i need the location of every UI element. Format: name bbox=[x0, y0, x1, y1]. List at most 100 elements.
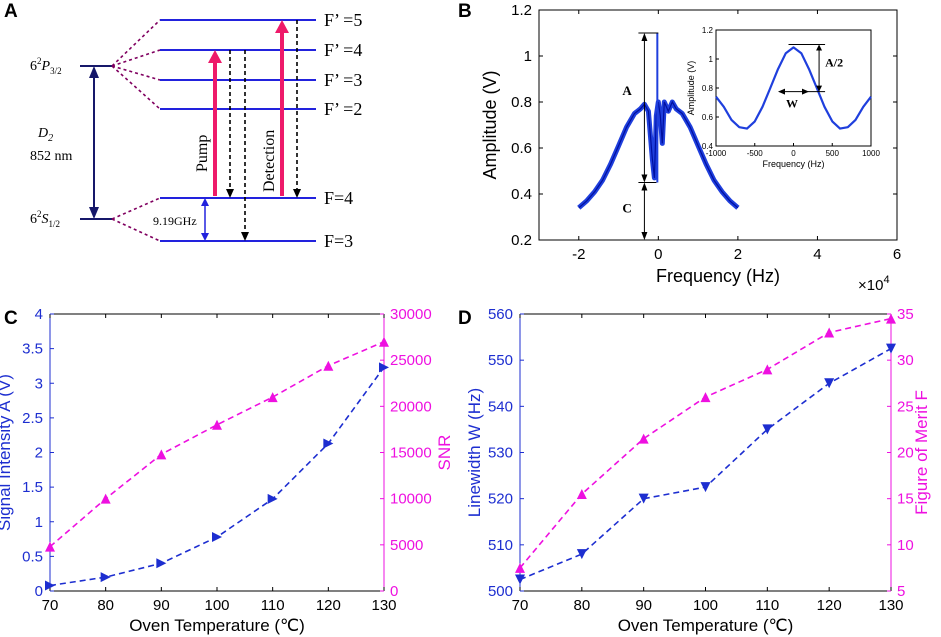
panel-b-multiplier: ×104 bbox=[858, 274, 890, 294]
inset-xlabel: Frequency (Hz) bbox=[762, 159, 824, 169]
lower-state-label: 62S1/2 bbox=[30, 209, 60, 229]
decay-lines bbox=[229, 20, 298, 233]
panel-c-ytick-right-label: 30000 bbox=[390, 306, 432, 323]
inset-ytick-label: 0.4 bbox=[702, 142, 714, 151]
panel-c-marker-1 bbox=[267, 392, 278, 403]
inset-w-arrow-head-right bbox=[802, 88, 809, 95]
panel-c-xtick-label: 100 bbox=[204, 597, 229, 614]
panel-c-marker-1 bbox=[323, 360, 334, 371]
panel-c-ytick-right-label: 10000 bbox=[390, 491, 432, 508]
panel-d-ytick-right-label: 20 bbox=[897, 445, 914, 462]
panel-d-marker-0 bbox=[576, 549, 587, 560]
panel-d-marker-0 bbox=[638, 493, 649, 504]
panel-d-marker-1 bbox=[576, 489, 587, 500]
panel-d-xtick-label: 120 bbox=[817, 597, 842, 614]
panel-d-xtick-label: 110 bbox=[755, 597, 779, 614]
panel-b-label-a: A bbox=[622, 83, 632, 98]
inset-ytick-label: 1 bbox=[709, 55, 714, 64]
d2-wavelength: 852 nm bbox=[30, 149, 73, 164]
panel-d-marker-0 bbox=[700, 482, 711, 493]
label-f5: F’ =5 bbox=[324, 10, 362, 30]
panel-c-marker-0 bbox=[212, 531, 222, 542]
pump-arrow-head bbox=[208, 50, 222, 63]
panel-d-xtick-label: 90 bbox=[635, 597, 652, 614]
inset-xtick-label: -500 bbox=[747, 149, 764, 158]
panel-c-xlabel: Oven Temperature (℃) bbox=[129, 616, 305, 635]
panel-d-marker-1 bbox=[638, 433, 649, 444]
energy-level-diagram: 62P3/2 62S1/2 D2 852 nm F’ =5 F’ =4 F’ =… bbox=[30, 10, 362, 251]
panel-d-xlabel: Oven Temperature (℃) bbox=[618, 616, 794, 635]
inset-xtick-label: 0 bbox=[791, 149, 796, 158]
panel-b-ytick-label: 0.6 bbox=[511, 140, 532, 157]
panel-c-xtick-label: 90 bbox=[153, 597, 170, 614]
panel-d-ytick-right-label: 25 bbox=[897, 398, 914, 415]
panel-letter-c: C bbox=[4, 308, 18, 329]
panel-b-ytick-label: 0.4 bbox=[511, 186, 532, 203]
panel-c-marker-1 bbox=[156, 449, 167, 460]
panel-c-ytick-label: 3 bbox=[35, 375, 43, 392]
panel-c-marker-0 bbox=[100, 572, 111, 583]
panel-b-ytick-label: 0.8 bbox=[511, 94, 532, 111]
inset-half-label: A/2 bbox=[825, 55, 843, 69]
panel-d-chart: 70 80 90 100 110 120 1305005105205305405505605… bbox=[465, 306, 931, 635]
panel-b-ylabel: Amplitude (V) bbox=[480, 70, 500, 179]
panel-c-marker-1 bbox=[45, 541, 55, 552]
detection-label: Detection bbox=[261, 130, 278, 192]
panel-d-marker-1 bbox=[886, 313, 896, 324]
panel-d-ytick-right-label: 5 bbox=[897, 583, 905, 600]
panel-c-ytick-right-label: 5000 bbox=[390, 537, 423, 554]
panel-d-xtick-label: 130 bbox=[878, 597, 903, 614]
panel-c-ytick-right-label: 25000 bbox=[390, 352, 432, 369]
upper-state-label: 62P3/2 bbox=[30, 56, 62, 76]
decay-arrow-heads bbox=[226, 189, 301, 241]
inset-w-arrow-head-left bbox=[778, 88, 785, 95]
label-f3: F’ =3 bbox=[324, 70, 362, 90]
panel-b-axes-box bbox=[538, 9, 898, 241]
panel-c-marker-1 bbox=[212, 419, 222, 430]
inset-half-arrow-head-up bbox=[816, 44, 823, 51]
panel-b-ytick-label: 1.2 bbox=[511, 2, 532, 19]
splitting-label: 9.19GHz bbox=[153, 214, 197, 228]
panel-c-xtick-label: 80 bbox=[97, 597, 114, 614]
panel-c-xtick-label: 70 bbox=[42, 597, 59, 614]
panel-d-fit-1 bbox=[519, 317, 892, 569]
inset-ytick-label: 0.6 bbox=[702, 113, 714, 122]
panel-d-xtick-label: 100 bbox=[693, 597, 718, 614]
d2-arrow-head-up bbox=[89, 66, 99, 78]
panel-d-ytick-label: 520 bbox=[488, 491, 513, 508]
inset-xtick-label: 1000 bbox=[862, 149, 880, 158]
panel-d-ylabel-right: Figure of Merit F bbox=[912, 390, 931, 515]
panel-d-ytick-label: 560 bbox=[488, 306, 513, 323]
panel-b-label-c: C bbox=[622, 200, 631, 215]
panel-c-ytick-right-label: 15000 bbox=[390, 445, 432, 462]
panel-b-ytick-label: 1 bbox=[524, 48, 532, 65]
panel-c-ytick-label: 1.5 bbox=[22, 479, 43, 496]
panel-c-ytick-right-label: 20000 bbox=[390, 398, 432, 415]
panel-b-xtick-label: 4 bbox=[813, 246, 821, 263]
fan-lines bbox=[111, 19, 161, 242]
panel-c-xtick-label: 130 bbox=[371, 597, 396, 614]
panel-b-a-arrow-head-up bbox=[641, 33, 648, 41]
panel-c-chart: 70 80 90 100 110 120 13000.511.522.533.5405000… bbox=[0, 306, 454, 635]
panel-d-marker-0 bbox=[762, 424, 773, 435]
panel-d-ytick-label: 550 bbox=[488, 352, 513, 369]
panel-c-marker-0 bbox=[267, 493, 278, 504]
inset-xtick-label: -1000 bbox=[706, 149, 727, 158]
panel-c-marker-0 bbox=[45, 580, 55, 591]
panel-d-ytick-label: 530 bbox=[488, 445, 513, 462]
panel-c-ytick-label: 1 bbox=[35, 514, 43, 531]
panel-c-xtick-label: 120 bbox=[316, 597, 341, 614]
hyperfine-levels bbox=[160, 19, 316, 242]
splitting-arrow-head-up bbox=[201, 198, 209, 206]
panel-d-xtick-label: 80 bbox=[573, 597, 590, 614]
panel-c-ylabel: Signal Intensity A (V) bbox=[0, 374, 14, 531]
panel-c-fit-0 bbox=[49, 366, 385, 587]
panel-d-ylabel: Linewidth W (Hz) bbox=[465, 388, 484, 517]
panel-d-ytick-label: 500 bbox=[488, 583, 513, 600]
panel-c-marker-1 bbox=[379, 336, 389, 347]
panel-c-marker-0 bbox=[323, 438, 334, 449]
panel-b-c-arrow-head-down bbox=[641, 232, 648, 240]
panel-d-marker-1 bbox=[700, 392, 711, 403]
label-f4: F=4 bbox=[324, 188, 353, 208]
pump-label: Pump bbox=[194, 135, 211, 172]
